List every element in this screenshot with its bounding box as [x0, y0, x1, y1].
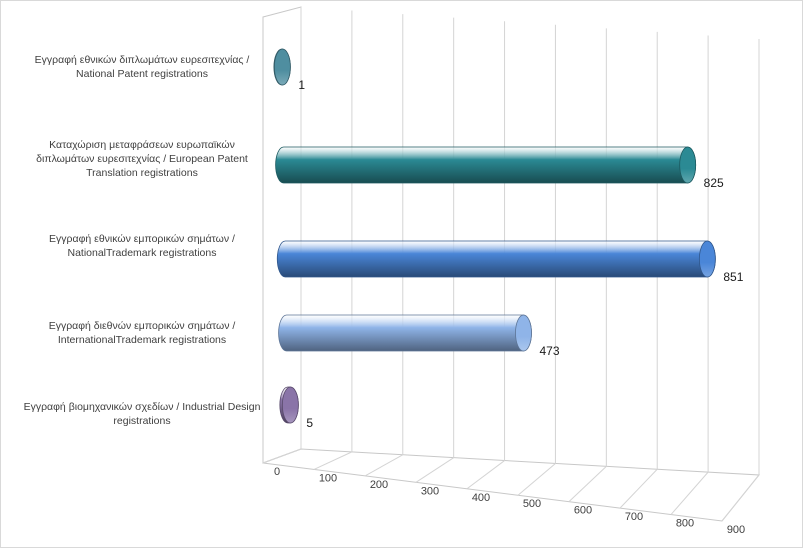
data-label: 1	[298, 78, 305, 92]
bar	[275, 146, 697, 184]
x-tick-label: 900	[727, 524, 745, 536]
bar-body	[275, 146, 697, 184]
floor-gridline	[721, 474, 760, 522]
x-tick-label: 500	[523, 498, 541, 510]
floor-gridline	[313, 451, 353, 470]
x-axis-ticks: 0 100 200 300 400 500 600 700 800 900	[274, 466, 745, 536]
floor-gridline	[364, 454, 404, 477]
bar-body	[276, 240, 716, 278]
floor-gridline	[568, 465, 607, 503]
bar-cap	[273, 48, 291, 86]
bar-cap	[698, 240, 716, 278]
bar-cap	[679, 146, 697, 184]
bar	[278, 314, 532, 352]
x-tick-label: 400	[472, 492, 490, 504]
category-label: Εγγραφή εθνικών εμπορικών σημάτων / Nati…	[49, 233, 235, 259]
bar	[276, 240, 716, 278]
floor-gridline	[619, 468, 658, 509]
floor-gridline	[262, 448, 302, 464]
x-tick-label: 600	[574, 505, 592, 517]
x-tick-label: 200	[370, 479, 388, 491]
x-tick-label: 800	[676, 518, 694, 530]
data-labels: 1 825 851 473 5	[298, 78, 743, 430]
data-label: 851	[723, 270, 743, 284]
data-label: 473	[539, 344, 559, 358]
category-label: Καταχώριση μεταφράσεων ευρωπαϊκών διπλωμ…	[36, 139, 248, 179]
x-tick-label: 300	[421, 485, 439, 497]
x-tick-label: 100	[319, 472, 337, 484]
bar	[273, 48, 291, 86]
category-label: Εγγραφή εθνικών διπλωμάτων ευρεσιτεχνίας…	[34, 54, 250, 80]
bar	[279, 386, 299, 424]
floor-gridline	[466, 460, 505, 490]
bar-body	[278, 314, 532, 352]
x-tick-label: 700	[625, 511, 643, 523]
category-label: Εγγραφή διεθνών εμπορικών σημάτων / Inte…	[48, 320, 236, 346]
x-tick-label: 0	[274, 466, 280, 478]
bar-cap	[515, 314, 532, 352]
data-label: 825	[704, 176, 724, 190]
data-label: 5	[306, 416, 313, 430]
category-label: Εγγραφή βιομηχανικών σχεδίων / Industria…	[23, 401, 261, 427]
floor-gridline	[670, 471, 709, 515]
floor-gridline	[415, 457, 454, 483]
bar-cap	[281, 386, 299, 424]
floor-gridline	[517, 463, 556, 496]
floor	[262, 448, 760, 522]
bars	[273, 48, 716, 424]
